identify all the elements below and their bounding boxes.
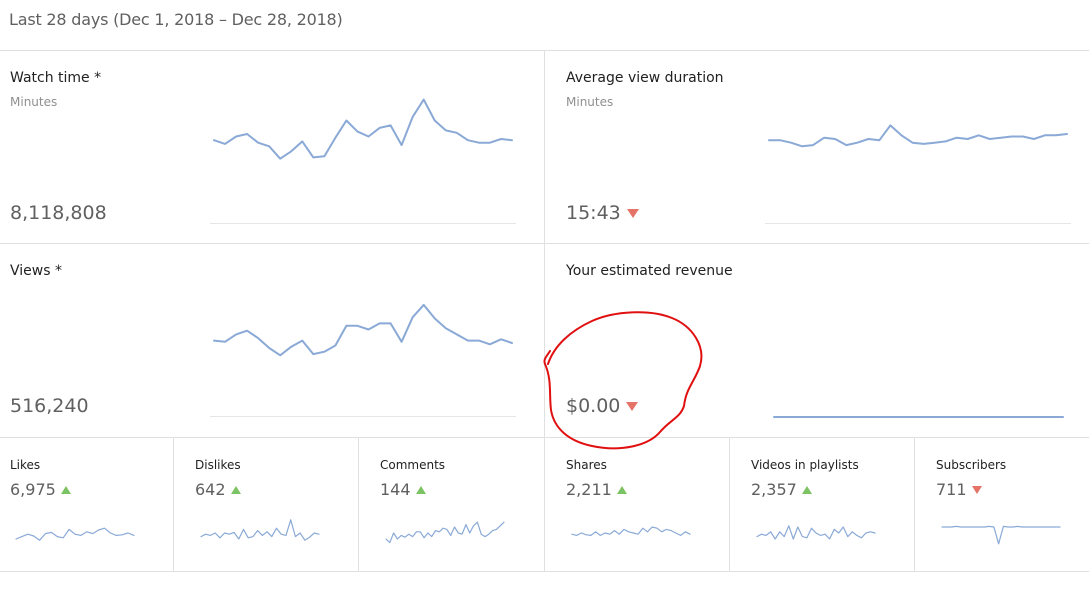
shares-card[interactable]: Shares 2,211 (545, 438, 729, 571)
subscribers-value: 711 (936, 480, 967, 499)
estimated-revenue-value: $0.00 (566, 395, 621, 417)
card-title: Videos in playlists (751, 458, 859, 472)
sparkline-path (768, 124, 1068, 148)
dislikes-value: 642 (195, 480, 226, 499)
card-value: $0.00 (566, 395, 639, 417)
watch-time-card[interactable]: Watch time * Minutes 8,118,808 (0, 51, 544, 243)
annotation-stroke (543, 311, 703, 450)
trend-up-icon (801, 485, 812, 494)
divider (914, 437, 915, 571)
card-title: Average view duration (566, 70, 724, 86)
videos-in-playlists-sparkline (756, 525, 876, 540)
trend-up-icon (60, 485, 71, 494)
card-value: 6,975 (10, 480, 71, 499)
comments-value: 144 (380, 480, 411, 499)
card-value: 144 (380, 480, 426, 499)
estimated-revenue-sparkline (773, 416, 1064, 418)
divider (358, 437, 359, 571)
card-subtitle: Minutes (10, 95, 58, 109)
card-title: Your estimated revenue (566, 263, 733, 279)
red-circle-annotation (543, 311, 703, 450)
card-value: 8,118,808 (10, 202, 107, 224)
subscribers-sparkline (941, 525, 1061, 545)
card-title: Views * (10, 263, 62, 279)
card-title: Subscribers (936, 458, 1007, 472)
divider (544, 437, 545, 571)
sparkline-path (756, 525, 876, 540)
card-value: 642 (195, 480, 241, 499)
card-value: 15:43 (566, 202, 639, 224)
card-value: 2,357 (751, 480, 812, 499)
card-title: Watch time * (10, 70, 102, 86)
card-subtitle: Minutes (566, 95, 614, 109)
trend-up-icon (415, 485, 426, 494)
divider (0, 571, 1089, 572)
sparkline-path (571, 526, 691, 537)
divider (544, 50, 545, 437)
sparkline-path (213, 303, 513, 357)
trend-down-icon (971, 485, 982, 494)
trend-up-icon (616, 485, 627, 494)
trend-down-icon (626, 208, 639, 218)
shares-value: 2,211 (566, 480, 612, 499)
videos-in-playlists-card[interactable]: Videos in playlists 2,357 (730, 438, 914, 571)
dislikes-sparkline (200, 519, 320, 541)
views-value: 516,240 (10, 395, 89, 417)
comments-sparkline (385, 521, 505, 544)
trend-down-icon (626, 401, 639, 411)
sparkline-path (385, 521, 505, 544)
likes-sparkline (15, 527, 135, 541)
shares-sparkline (571, 526, 691, 537)
divider (173, 437, 174, 571)
videos-in-playlists-value: 2,357 (751, 480, 797, 499)
sparkline-path (15, 527, 135, 541)
views-card[interactable]: Views * 516,240 (0, 244, 544, 437)
dislikes-card[interactable]: Dislikes 642 (174, 438, 358, 571)
subscribers-card[interactable]: Subscribers 711 (915, 438, 1089, 571)
watch-time-sparkline (210, 98, 516, 224)
likes-card[interactable]: Likes 6,975 (0, 438, 173, 571)
card-title: Shares (566, 458, 607, 472)
views-sparkline (210, 303, 516, 417)
date-range-label[interactable]: Last 28 days (Dec 1, 2018 – Dec 28, 2018… (9, 10, 343, 29)
watch-time-value: 8,118,808 (10, 202, 107, 224)
card-value: 711 (936, 480, 982, 499)
divider (729, 437, 730, 571)
card-title: Likes (10, 458, 41, 472)
card-title: Comments (380, 458, 446, 472)
avg-view-duration-value: 15:43 (566, 202, 621, 224)
card-title: Dislikes (195, 458, 241, 472)
likes-value: 6,975 (10, 480, 56, 499)
sparkline-path (200, 519, 320, 541)
card-value: 2,211 (566, 480, 627, 499)
avg-view-duration-sparkline (765, 124, 1071, 224)
card-value: 516,240 (10, 395, 89, 417)
comments-card[interactable]: Comments 144 (359, 438, 544, 571)
sparkline-path (213, 98, 513, 160)
estimated-revenue-card[interactable]: Your estimated revenue $0.00 (545, 244, 1089, 437)
trend-up-icon (230, 485, 241, 494)
avg-view-duration-card[interactable]: Average view duration Minutes 15:43 (545, 51, 1089, 243)
sparkline-path (941, 525, 1061, 545)
